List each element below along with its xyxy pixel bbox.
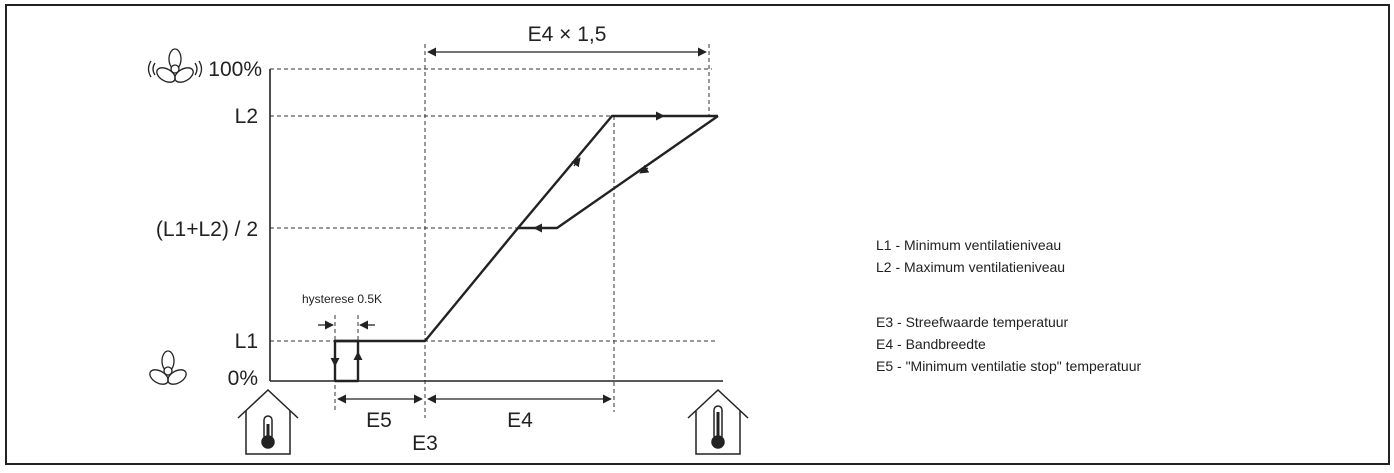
label-hysteresis: hysterese 0.5K [302, 292, 382, 306]
label-l2: L2 [235, 105, 258, 128]
label-mid: (L1+L2) / 2 [156, 218, 258, 241]
label-e5: E5 [366, 409, 392, 432]
legend-l2: L2 - Maximum ventilatieniveau [876, 259, 1065, 275]
fan-icon [149, 350, 187, 385]
legend-e4: E4 - Bandbreedte [876, 336, 986, 352]
vertical-guides [334, 44, 710, 418]
ventilation-curve [335, 111, 719, 343]
dimension-arrows [318, 47, 707, 404]
legend-e5: E5 - "Minimum ventilatie stop" temperatu… [876, 358, 1141, 374]
label-e3: E3 [412, 432, 438, 455]
fan-icon [147, 48, 203, 83]
legend: L1 - Minimum ventilatieniveau L2 - Maxim… [876, 237, 1141, 374]
house-thermometer-icon [687, 388, 749, 455]
label-0-percent: 0% [228, 367, 258, 390]
house-thermometer-icon [237, 388, 299, 455]
hysteresis-box [330, 339, 363, 383]
horizontal-guides [270, 68, 716, 342]
label-l1: L1 [235, 330, 258, 353]
legend-l1: L1 - Minimum ventilatieniveau [876, 237, 1061, 253]
legend-e3: E3 - Streefwaarde temperatuur [876, 314, 1069, 330]
outer-border [5, 4, 1390, 465]
label-e4: E4 [507, 409, 533, 432]
label-100-percent: 100% [208, 58, 262, 81]
label-top-span: E4 × 1,5 [528, 23, 607, 46]
